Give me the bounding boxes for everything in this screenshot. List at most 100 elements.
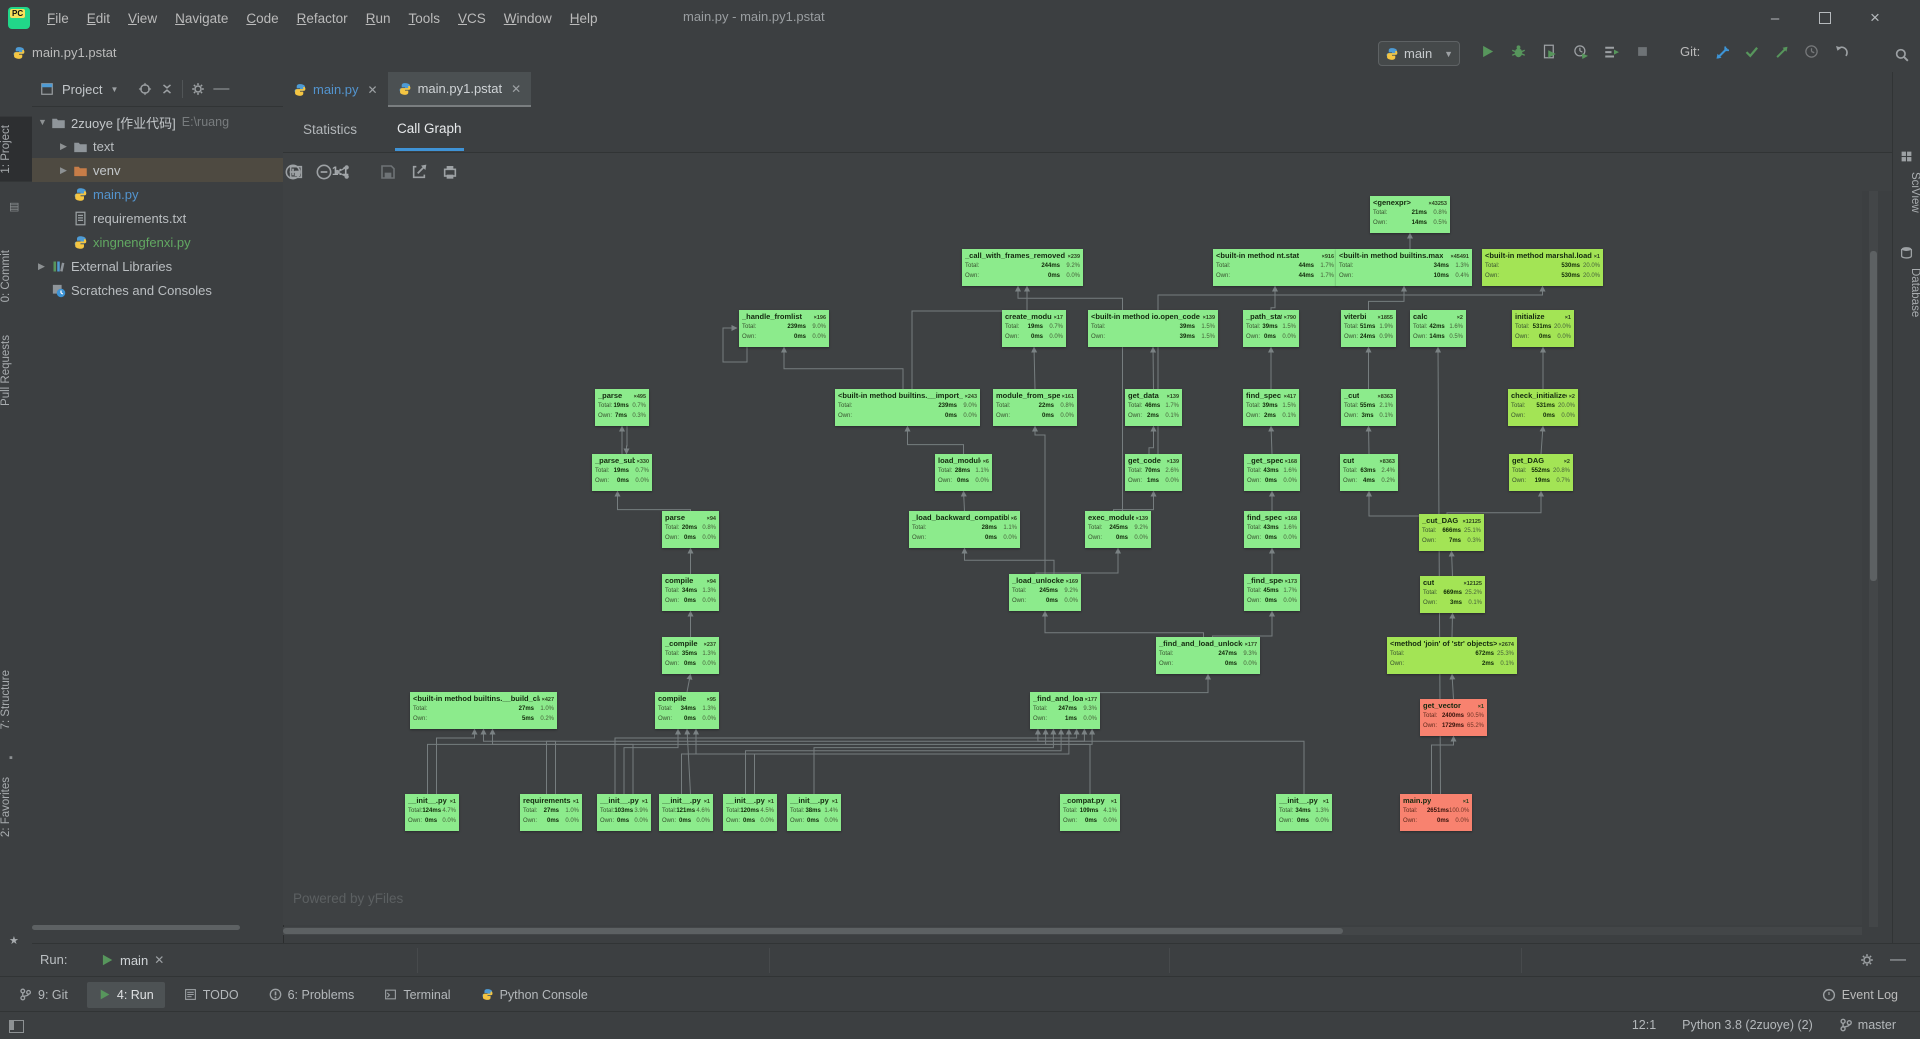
breadcrumb[interactable]: main.py1.pstat <box>12 45 117 60</box>
bottom-tab-todo[interactable]: TODO <box>173 982 250 1008</box>
graph-node-lbc[interactable]: _load_backward_compatible ×6 Total: 28ms 1.1… <box>909 511 1020 548</box>
collapse-all-icon[interactable] <box>160 82 174 96</box>
graph-node-req[interactable]: requirements.py×1Total:27ms1.0%Own:0ms0.… <box>520 794 582 831</box>
graph-node-build_class[interactable]: <built-in method builtins.__build_class_… <box>410 692 557 729</box>
bottom-tab-6--problems[interactable]: 6: Problems <box>258 982 366 1008</box>
favorites-star-icon[interactable]: ★ <box>9 935 19 947</box>
git-branch-widget[interactable]: master <box>1839 1018 1896 1032</box>
menu-item-vcs[interactable]: VCS <box>457 10 486 26</box>
graph-node-cutU[interactable]: _cut ×8363 Total: 55ms 2.1% Own: 3ms 0.1% <box>1341 389 1396 426</box>
graph-vertical-scrollbar[interactable] <box>1869 191 1878 927</box>
gear-icon[interactable] <box>1860 951 1874 969</box>
graph-node-compile94[interactable]: compile ×94 Total: 34ms 1.3% Own: 0ms 0.0% <box>662 574 719 611</box>
bottom-tab-python-console[interactable]: Python Console <box>470 982 599 1008</box>
tree-item-external-libraries[interactable]: ▶ External Libraries <box>38 258 173 274</box>
call-graph-canvas[interactable]: <genexpr> ×43253 Total: 21ms 0.8% Own: 14ms 0.5… <box>283 191 1862 925</box>
fit-content-icon[interactable] <box>288 163 304 181</box>
tree-item-xingnengfenxi-py[interactable]: xingnengfenxi.py <box>32 230 283 254</box>
menu-item-tools[interactable]: Tools <box>408 10 440 26</box>
project-panel-title[interactable]: Project <box>62 81 103 97</box>
graph-node-cwfr[interactable]: _call_with_frames_removed ×239 Total: 244ms… <box>962 249 1083 286</box>
bottom-tab-4--run[interactable]: 4: Run <box>86 981 165 1008</box>
graph-node-create_module[interactable]: create_module×17Total:19ms0.7%Own:0ms0.0… <box>1002 310 1066 347</box>
menu-item-edit[interactable]: Edit <box>86 10 111 26</box>
menu-item-run[interactable]: Run <box>365 10 391 26</box>
graph-node-exec_module[interactable]: exec_module ×139 Total: 245ms 9.2% Own: 0ms 0.0… <box>1085 511 1151 548</box>
project-horizontal-scrollbar[interactable] <box>32 925 240 930</box>
stripe----commit[interactable]: 0: Commit <box>0 250 12 303</box>
chevron-icon[interactable]: ▶ <box>60 140 67 151</box>
close-icon[interactable]: ✕ <box>511 81 522 96</box>
hide-panel-icon[interactable]: — <box>213 80 230 97</box>
graph-node-cut12125[interactable]: cut ×12125 Total: 669ms 25.2% Own: 3ms 0.1% <box>1420 576 1485 613</box>
chevron-down-icon[interactable]: ▼ <box>110 84 119 94</box>
graph-node-init34[interactable]: __init__.py ×1 Total: 34ms 1.3% Own: 0ms 0.0% <box>1276 794 1332 831</box>
toolwindow-toggle-icon[interactable] <box>9 1020 24 1033</box>
graph-node-get_DAG[interactable]: get_DAG ×2 Total: 552ms 20.8% Own: 19ms 0.7% <box>1509 454 1573 491</box>
graph-node-viterbi[interactable]: viterbi ×1855 Total: 51ms 1.9% Own: 24ms 0.9% <box>1341 310 1396 347</box>
graph-node-mfs[interactable]: module_from_spec ×161 Total: 22ms 0.8% Own: 0m… <box>993 389 1077 426</box>
graph-node-find168[interactable]: find_spec ×168 Total: 43ms 1.6% Own: 0ms 0.0% <box>1244 511 1300 548</box>
chevron-icon[interactable]: ▼ <box>38 117 47 127</box>
search-everywhere-button[interactable] <box>1893 46 1911 64</box>
graph-node-parseU[interactable]: _parse ×495 Total: 19ms 0.7% Own: 7ms 0.3% <box>595 389 649 426</box>
menu-item-navigate[interactable]: Navigate <box>175 10 229 26</box>
run-tab-main[interactable]: main ✕ <box>90 944 175 978</box>
graph-node-compile95[interactable]: compile ×95 Total: 34ms 1.3% Own: 0ms 0.0% <box>655 692 719 729</box>
gear-icon[interactable] <box>191 82 205 96</box>
close-button[interactable]: × <box>1870 8 1880 27</box>
graph-node-open_code[interactable]: <built-in method io.open_code ×139 Total: 3… <box>1088 310 1218 347</box>
graph-node-import_[interactable]: <built-in method builtins.__import__ ×243… <box>835 389 980 426</box>
minimize-button[interactable]: – <box>1770 9 1780 27</box>
git-commit-icon[interactable] <box>1742 42 1760 60</box>
graph-node-init103[interactable]: __init__.py ×1 Total: 103ms 3.9% Own: 0ms 0.0% <box>597 794 651 831</box>
python-interpreter[interactable]: Python 3.8 (2zuoye) (2) <box>1682 1018 1813 1032</box>
graph-node-hfl[interactable]: _handle_fromlist ×196 Total: 239ms 9.0% Own: 0… <box>739 310 829 347</box>
graph-node-marshal[interactable]: <built-in method marshal.load ×1 Total: 530… <box>1482 249 1603 286</box>
git-push-icon[interactable] <box>1772 42 1790 60</box>
graph-node-init121[interactable]: __init__.py ×1 Total: 121ms 4.6% Own: 0ms 0.0% <box>659 794 713 831</box>
chevron-icon[interactable]: ▶ <box>38 260 45 271</box>
menu-item-help[interactable]: Help <box>569 10 598 26</box>
rollback-icon[interactable] <box>1832 42 1850 60</box>
print-icon[interactable] <box>442 163 458 181</box>
editor-tab-main-py[interactable]: main.py ✕ <box>283 72 388 107</box>
save-icon[interactable] <box>380 163 396 181</box>
graph-node-get_spec[interactable]: _get_spec ×168 Total: 43ms 1.6% Own: 0ms 0.0% <box>1244 454 1300 491</box>
graph-node-get_vector[interactable]: get_vector ×1 Total: 2400ms 90.5% Own: 1729ms 6… <box>1420 699 1487 736</box>
tree-item-requirements-txt[interactable]: requirements.txt <box>32 206 283 230</box>
editor-tab-main-py1-pstat[interactable]: main.py1.pstat ✕ <box>387 72 532 107</box>
stripe----project[interactable]: 1: Project <box>0 117 32 182</box>
tree-item-2zuoye-------[interactable]: ▼ 2zuoye [作业代码] E:\ruang <box>38 115 230 131</box>
graph-node-genexpr[interactable]: <genexpr> ×43253 Total: 21ms 0.8% Own: 14ms 0.5… <box>1370 196 1450 233</box>
tree-item-venv[interactable]: ▶ venv <box>32 158 283 182</box>
graph-node-initialize[interactable]: initialize ×1 Total: 531ms 20.0% Own: 0ms 0.0% <box>1512 310 1574 347</box>
export-icon[interactable] <box>411 163 427 181</box>
zoom-out-icon[interactable] <box>316 163 332 181</box>
zoom-level-label[interactable]: 1:1 <box>332 166 349 178</box>
maximize-button[interactable] <box>1802 0 1848 36</box>
menu-item-refactor[interactable]: Refactor <box>296 10 348 26</box>
graph-node-get_code[interactable]: get_code ×139 Total: 70ms 2.6% Own: 1ms 0.0% <box>1125 454 1182 491</box>
graph-node-cut8363[interactable]: cut ×8363 Total: 63ms 2.4% Own: 4ms 0.2% <box>1340 454 1398 491</box>
concurrency-icon[interactable] <box>1602 42 1620 60</box>
graph-node-calc[interactable]: calc ×2 Total: 42ms 1.6% Own: 14ms 0.5% <box>1410 310 1466 347</box>
stop-icon[interactable] <box>1633 42 1651 60</box>
history-icon[interactable] <box>1802 42 1820 60</box>
graph-node-parse94[interactable]: parse ×94 Total: 20ms 0.8% Own: 0ms 0.0% <box>662 511 719 548</box>
event-log-button[interactable]: Event Log <box>1822 988 1898 1002</box>
graph-node-cutDAG[interactable]: _cut_DAG ×12125 Total: 666ms 25.1% Own: 7ms 0.3… <box>1419 514 1484 551</box>
graph-node-find417[interactable]: find_spec ×417 Total: 39ms 1.5% Own: 2ms 0.1% <box>1243 389 1299 426</box>
stripe-sciview[interactable]: SciView <box>1909 172 1920 213</box>
profiler-icon[interactable] <box>1571 42 1589 60</box>
tab-call-graph[interactable]: Call Graph <box>395 109 464 151</box>
tree-item-scratches-and-consoles[interactable]: Scratches and Consoles <box>32 278 283 302</box>
tab-statistics[interactable]: Statistics <box>303 122 358 137</box>
locate-file-icon[interactable] <box>138 82 152 96</box>
stripe----favorites[interactable]: 2: Favorites <box>0 777 12 838</box>
graph-node-fal[interactable]: _find_and_load ×177 Total: 247ms 9.3% Own: 1ms… <box>1030 692 1100 729</box>
menu-item-file[interactable]: File <box>47 10 69 26</box>
graph-node-init120[interactable]: __init__.py ×1 Total: 120ms 4.5% Own: 0ms 0.0% <box>723 794 777 831</box>
graph-node-init38[interactable]: __init__.py ×1 Total: 38ms 1.4% Own: 0ms 0.0% <box>787 794 841 831</box>
bug-icon[interactable] <box>1509 42 1527 60</box>
